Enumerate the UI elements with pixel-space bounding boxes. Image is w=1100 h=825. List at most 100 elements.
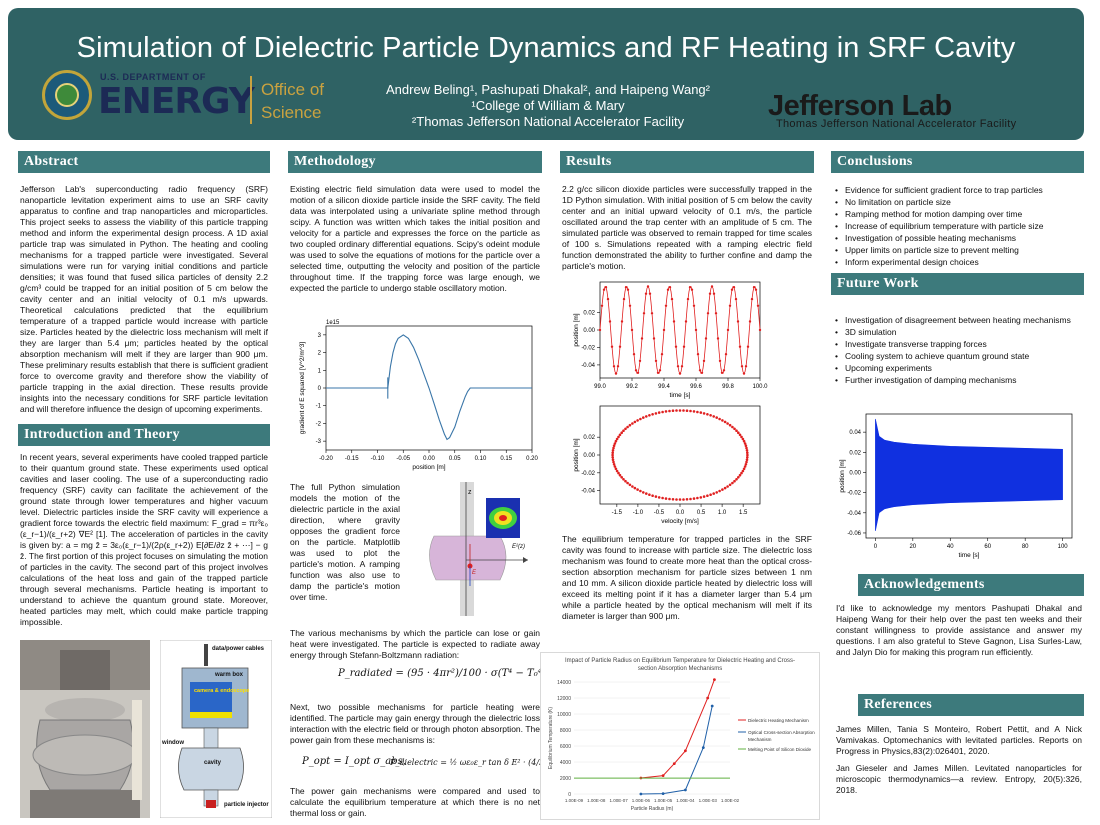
oscillation-point [714, 312, 718, 315]
phase-point [654, 495, 658, 498]
phase-point [746, 453, 749, 457]
jlab-subtitle: Thomas Jefferson National Accelerator Fa… [776, 118, 1017, 130]
y-tick-label: -0.04 [847, 511, 861, 517]
oscillation-point [612, 365, 616, 368]
phase-point [709, 493, 712, 496]
phase-point [715, 491, 718, 494]
phase-point [692, 497, 696, 500]
legend-label: Optical Cross-section Absorption [748, 730, 815, 735]
phase-point [678, 409, 682, 412]
x-tick-label: -1.0 [633, 510, 644, 516]
oscillation-point [626, 288, 630, 291]
reference-2: Jan Gieseler and James Millen. Levitated… [836, 763, 1082, 795]
x-tick-label: 1.00E-03 [699, 798, 718, 803]
phase-point [702, 495, 706, 498]
future-work-item: 3D simulation [833, 326, 1081, 338]
oscillation-point [682, 345, 686, 348]
x-tick-label: 1.00E-06 [632, 798, 651, 803]
oscillation-point [604, 286, 608, 289]
apparatus-photo [20, 640, 150, 818]
x-tick-label: 0.05 [449, 456, 461, 462]
phase-point [733, 427, 736, 431]
x-tick-label: 0.5 [697, 510, 706, 516]
temperature-chart: Impact of Particle Radius on Equilibrium… [540, 652, 820, 820]
oscillation-point [638, 359, 642, 363]
phase-point [613, 442, 617, 445]
phase-point [743, 442, 747, 445]
plot-frame [865, 413, 1073, 539]
poster-header: Simulation of Dielectric Particle Dynami… [8, 8, 1084, 140]
formula-dielectric: P_dielectric = ½ ωε₀ε_r tan δ E² · (4/3)… [390, 758, 560, 767]
oscillation-point [650, 312, 654, 315]
future-work-list: Investigation of disagreement between he… [833, 314, 1081, 386]
y-tick-label: 1 [318, 368, 322, 374]
affiliation-2: ²Thomas Jefferson National Accelerator F… [411, 114, 685, 129]
phase-point [671, 409, 675, 412]
oscillation-point [722, 369, 726, 372]
phase-point [726, 422, 729, 425]
oscillation-point [620, 320, 624, 323]
conclusions-list: Evidence for sufficient gradient force t… [833, 184, 1081, 268]
phase-point [614, 467, 618, 471]
y-tick-label: -0.02 [847, 491, 861, 497]
x-tick-label: 1.0 [718, 510, 727, 516]
phase-point [726, 485, 729, 488]
phase-point [657, 411, 661, 414]
x-tick-label: 100.0 [752, 384, 768, 390]
phase-point [657, 496, 661, 499]
oscillation-chart: 99.0 99.2 99.4 99.6 99.8 100.0 -0.04 -0.02 0.00 0… [573, 281, 768, 399]
oscillation-point [658, 369, 662, 372]
oscillation-point [642, 312, 646, 315]
phase-point [624, 427, 627, 431]
y-tick-label: 0 [318, 386, 322, 392]
label-cavity: cavity [204, 760, 222, 766]
phase-point [741, 469, 745, 473]
y-tick-label: 0.00 [583, 453, 595, 459]
series-point [661, 792, 665, 795]
phase-point [728, 483, 732, 487]
phase-point [639, 489, 642, 493]
x-tick-label: 0.20 [526, 456, 538, 462]
conclusion-item: Increase of equilibrium temperature with… [833, 220, 1081, 232]
oscillation-point [724, 353, 728, 356]
x-tick-label: 1.00E-07 [609, 798, 628, 803]
oscillation-point [740, 365, 744, 368]
legend-label: Melting Point of Silicon Dioxide [748, 747, 812, 752]
series-point [701, 746, 705, 749]
method-text-2: The full Python simulation models the mo… [290, 482, 400, 602]
phase-point [654, 412, 658, 415]
office-line2: Science [261, 103, 322, 122]
phase-point [639, 417, 642, 421]
acknowledgements-text: I'd like to acknowledge my mentors Pashu… [836, 603, 1082, 657]
phase-point [689, 497, 692, 501]
x-tick-label: 0.15 [500, 456, 512, 462]
oscillation-point [718, 359, 722, 363]
future-work-item: Investigate transverse trapping forces [833, 338, 1081, 350]
x-axis-label: position [m] [412, 464, 445, 471]
phase-point [675, 498, 678, 501]
oscillation-point [694, 328, 698, 332]
x-tick-label: -0.10 [371, 456, 385, 462]
y-tick-label: 3 [318, 333, 322, 339]
oscillation-point [692, 304, 696, 307]
oscillation-point [698, 369, 702, 372]
oscillation-point [616, 365, 620, 368]
phase-space-chart: -1.5 -1.0 -0.5 0.0 0.5 1.0 1.5 -0.04 -0.02 0.00 0.… [573, 405, 761, 525]
phase-point [628, 423, 632, 427]
abstract-text: Jefferson Lab's superconducting radio fr… [20, 184, 268, 414]
doe-logo: U.S. DEPARTMENT OF ENERGY [42, 70, 255, 124]
references-block: James Millen, Tania S Monteiro, Robert P… [836, 724, 1082, 802]
oscillation-point [648, 292, 652, 295]
y-tick-label: 8000 [560, 728, 571, 734]
phase-point [745, 446, 748, 450]
doe-small-text: U.S. DEPARTMENT OF [100, 72, 206, 82]
results-text-1: 2.2 g/cc silicon dioxide particles were … [562, 184, 812, 271]
phase-point [740, 471, 743, 475]
phase-point [696, 410, 699, 414]
section-abstract: Abstract [18, 151, 270, 173]
e-field-symbol: E [472, 570, 477, 576]
y-tick-label: 0.02 [583, 311, 595, 317]
phase-point [746, 451, 749, 454]
formula-optical: P_opt = I_opt σ_abs, [302, 756, 406, 767]
gradient-series-line [326, 334, 532, 441]
